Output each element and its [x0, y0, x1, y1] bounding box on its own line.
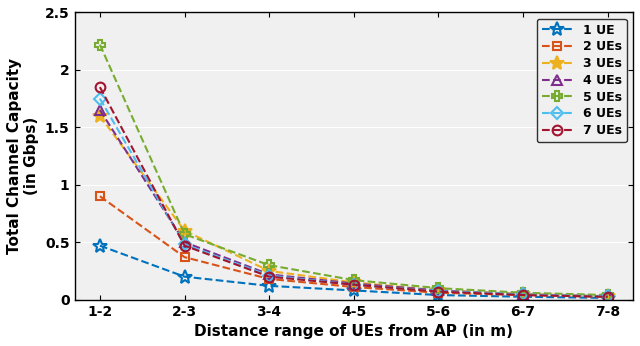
Line: 2 UEs: 2 UEs — [96, 192, 612, 301]
Legend: 1 UE, 2 UEs, 3 UEs, 4 UEs, 5 UEs, 6 UEs, 7 UEs: 1 UE, 2 UEs, 3 UEs, 4 UEs, 5 UEs, 6 UEs,… — [536, 19, 627, 142]
5 UEs — [350, 278, 358, 282]
6 UEs — [604, 294, 611, 299]
5 UEs — [435, 286, 442, 290]
4 UEs — [96, 108, 104, 112]
3 UEs — [350, 280, 358, 284]
6 UEs — [96, 97, 104, 101]
4 UEs — [604, 294, 611, 299]
2 UEs — [435, 291, 442, 295]
3 UEs — [435, 288, 442, 292]
3 UEs — [180, 229, 188, 233]
Line: 5 UEs: 5 UEs — [95, 40, 612, 300]
Line: 3 UEs: 3 UEs — [93, 109, 614, 303]
7 UEs — [519, 293, 527, 297]
2 UEs — [266, 277, 273, 281]
3 UEs — [96, 114, 104, 118]
4 UEs — [350, 282, 358, 286]
Y-axis label: Total Channel Capacity
(in Gbps): Total Channel Capacity (in Gbps) — [7, 58, 39, 254]
5 UEs — [266, 263, 273, 267]
6 UEs — [180, 243, 188, 247]
Line: 1 UE: 1 UE — [93, 239, 614, 305]
5 UEs — [180, 232, 188, 236]
7 UEs — [96, 85, 104, 89]
1 UE — [519, 295, 527, 299]
3 UEs — [604, 294, 611, 298]
X-axis label: Distance range of UEs from AP (in m): Distance range of UEs from AP (in m) — [195, 324, 513, 339]
2 UEs — [350, 285, 358, 289]
1 UE — [180, 275, 188, 279]
7 UEs — [604, 295, 611, 299]
4 UEs — [519, 292, 527, 297]
6 UEs — [519, 292, 527, 297]
1 UE — [350, 288, 358, 292]
4 UEs — [435, 288, 442, 292]
6 UEs — [435, 289, 442, 293]
1 UE — [435, 293, 442, 297]
7 UEs — [266, 275, 273, 279]
7 UEs — [350, 283, 358, 287]
5 UEs — [519, 291, 527, 295]
7 UEs — [180, 244, 188, 248]
3 UEs — [266, 269, 273, 273]
Line: 6 UEs: 6 UEs — [96, 94, 612, 301]
Line: 4 UEs: 4 UEs — [95, 105, 612, 301]
4 UEs — [180, 240, 188, 244]
1 UE — [604, 296, 611, 300]
1 UE — [266, 284, 273, 288]
4 UEs — [266, 272, 273, 276]
2 UEs — [519, 293, 527, 297]
5 UEs — [96, 43, 104, 47]
5 UEs — [604, 293, 611, 297]
7 UEs — [435, 290, 442, 294]
Line: 7 UEs: 7 UEs — [95, 82, 612, 302]
2 UEs — [180, 255, 188, 259]
6 UEs — [350, 283, 358, 287]
3 UEs — [519, 292, 527, 296]
2 UEs — [96, 194, 104, 198]
6 UEs — [266, 273, 273, 277]
2 UEs — [604, 295, 611, 299]
1 UE — [96, 244, 104, 248]
